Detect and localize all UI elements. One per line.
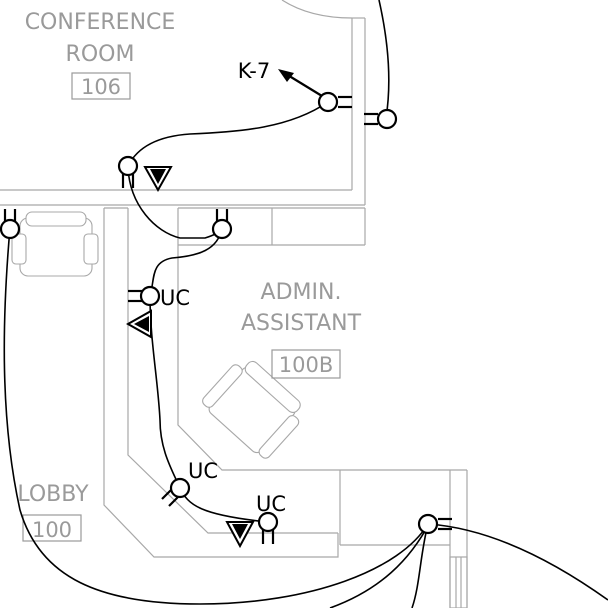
home-run-arrow — [285, 73, 323, 97]
home-run-arrowhead — [278, 69, 294, 82]
admin-room-number-box — [271, 349, 341, 379]
receptacle-lobby-wall — [0, 209, 21, 240]
circuit-tag: K-7 — [238, 59, 271, 83]
receptacle-k7 — [317, 91, 352, 113]
conference-room-name: CONFERENCE — [25, 10, 176, 35]
uc-tag-2: UC — [188, 459, 218, 483]
walls — [0, 0, 468, 608]
lobby-room-number-box — [22, 514, 82, 542]
receptacle-uc-1 — [128, 285, 161, 307]
receptacle-east-wall — [364, 108, 398, 130]
admin-room-name-line2: ASSISTANT — [241, 311, 362, 336]
admin-armchair — [202, 360, 301, 459]
admin-room-name: ADMIN. — [261, 280, 342, 305]
receptacle-uc-2 — [161, 477, 191, 507]
receptacle-uc-3 — [257, 511, 279, 544]
lobby-armchair — [11, 211, 99, 277]
conference-room-number: 106 — [81, 75, 121, 99]
lobby-room-number: 100 — [32, 518, 72, 542]
lobby-room-name: LOBBY — [17, 482, 89, 507]
receptacle-admin-desk — [211, 209, 233, 240]
uc-tag-3: UC — [256, 492, 286, 516]
circuit-wiring — [3, 0, 608, 608]
conference-room-name-line2: ROOM — [66, 42, 135, 67]
conference-room-number-box — [71, 72, 131, 100]
receptacle-conference-south — [117, 155, 139, 188]
admin-room-number: 100B — [279, 353, 334, 377]
uc-tag-1: UC — [160, 286, 190, 310]
receptacle-partition — [417, 513, 452, 535]
